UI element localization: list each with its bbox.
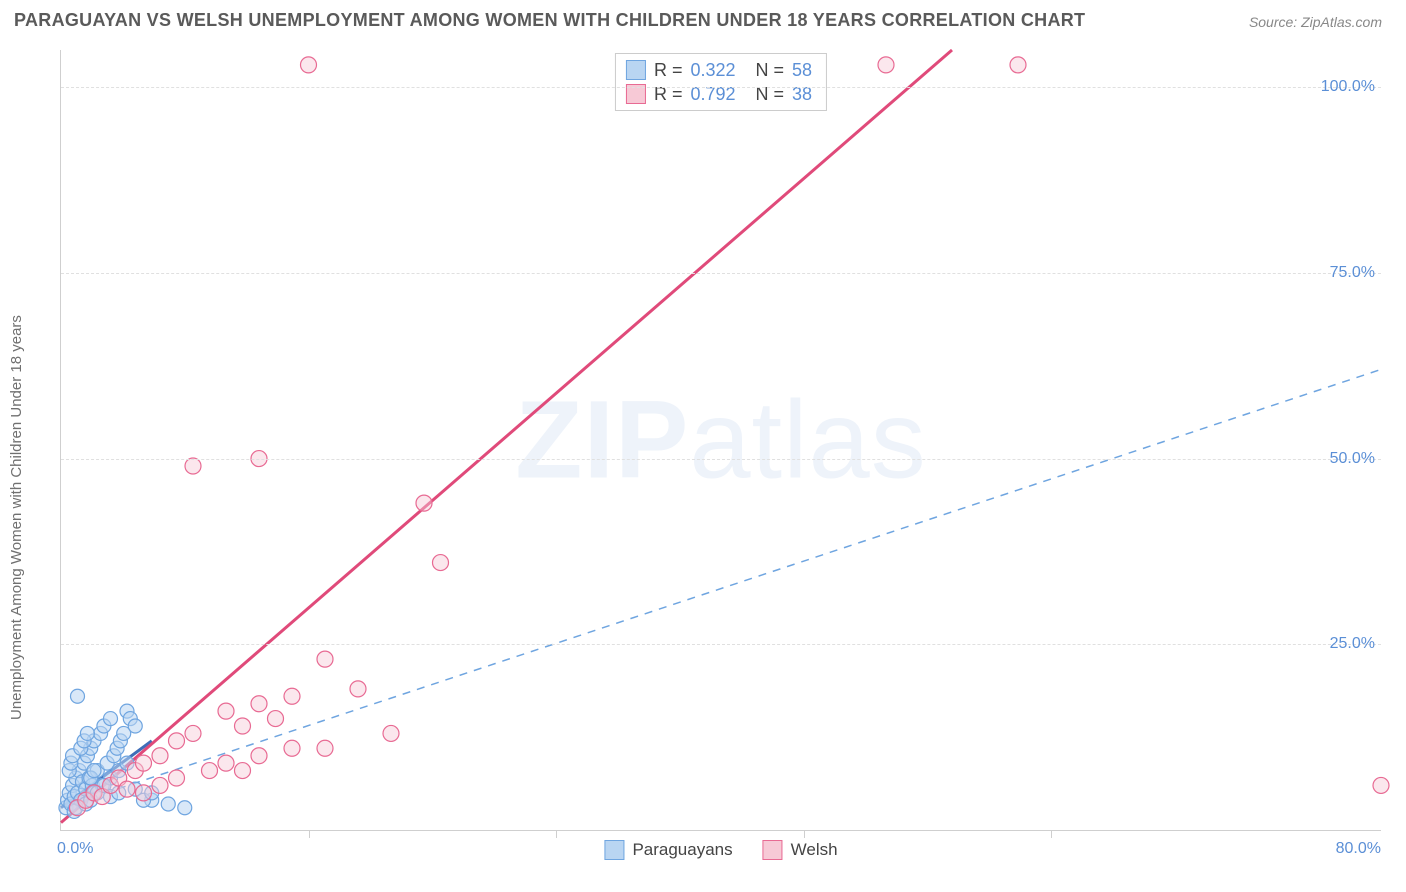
x-tick: [309, 830, 310, 838]
legend-item-paraguayans: Paraguayans: [604, 840, 732, 860]
legend-item-welsh: Welsh: [763, 840, 838, 860]
swatch-paraguayans: [626, 60, 646, 80]
stats-n-value-0: 58: [792, 58, 812, 82]
chart-svg: [61, 50, 1381, 830]
gridline: [61, 273, 1381, 274]
source-attribution: Source: ZipAtlas.com: [1249, 14, 1382, 30]
y-axis-label: Unemployment Among Women with Children U…: [8, 315, 25, 720]
y-tick-label: 50.0%: [1330, 450, 1375, 468]
y-tick-label: 100.0%: [1321, 78, 1375, 96]
stats-r-label: R =: [654, 82, 683, 106]
x-tick-label-max: 80.0%: [1336, 840, 1381, 858]
stats-r-value-0: 0.322: [690, 58, 735, 82]
stats-n-value-1: 38: [792, 82, 812, 106]
stats-n-label: N =: [756, 58, 785, 82]
stats-n-label: N =: [756, 82, 785, 106]
gridline: [61, 644, 1381, 645]
legend: Paraguayans Welsh: [604, 840, 837, 860]
legend-label-paraguayans: Paraguayans: [632, 840, 732, 860]
stats-box: R = 0.322 N = 58 R = 0.792 N = 38: [615, 53, 827, 111]
legend-swatch-welsh: [763, 840, 783, 860]
stats-r-value-1: 0.792: [690, 82, 735, 106]
x-tick: [804, 830, 805, 838]
x-tick: [1051, 830, 1052, 838]
x-tick-label-min: 0.0%: [57, 840, 93, 858]
page-title: PARAGUAYAN VS WELSH UNEMPLOYMENT AMONG W…: [14, 10, 1085, 31]
stats-r-label: R =: [654, 58, 683, 82]
chart-plot-area: ZIPatlas R = 0.322 N = 58 R = 0.792 N = …: [60, 50, 1381, 831]
gridline: [61, 459, 1381, 460]
y-tick-label: 25.0%: [1330, 635, 1375, 653]
y-tick-label: 75.0%: [1330, 264, 1375, 282]
legend-label-welsh: Welsh: [791, 840, 838, 860]
stats-row-paraguayans: R = 0.322 N = 58: [626, 58, 812, 82]
stats-row-welsh: R = 0.792 N = 38: [626, 82, 812, 106]
gridline: [61, 87, 1381, 88]
legend-swatch-paraguayans: [604, 840, 624, 860]
x-tick: [556, 830, 557, 838]
